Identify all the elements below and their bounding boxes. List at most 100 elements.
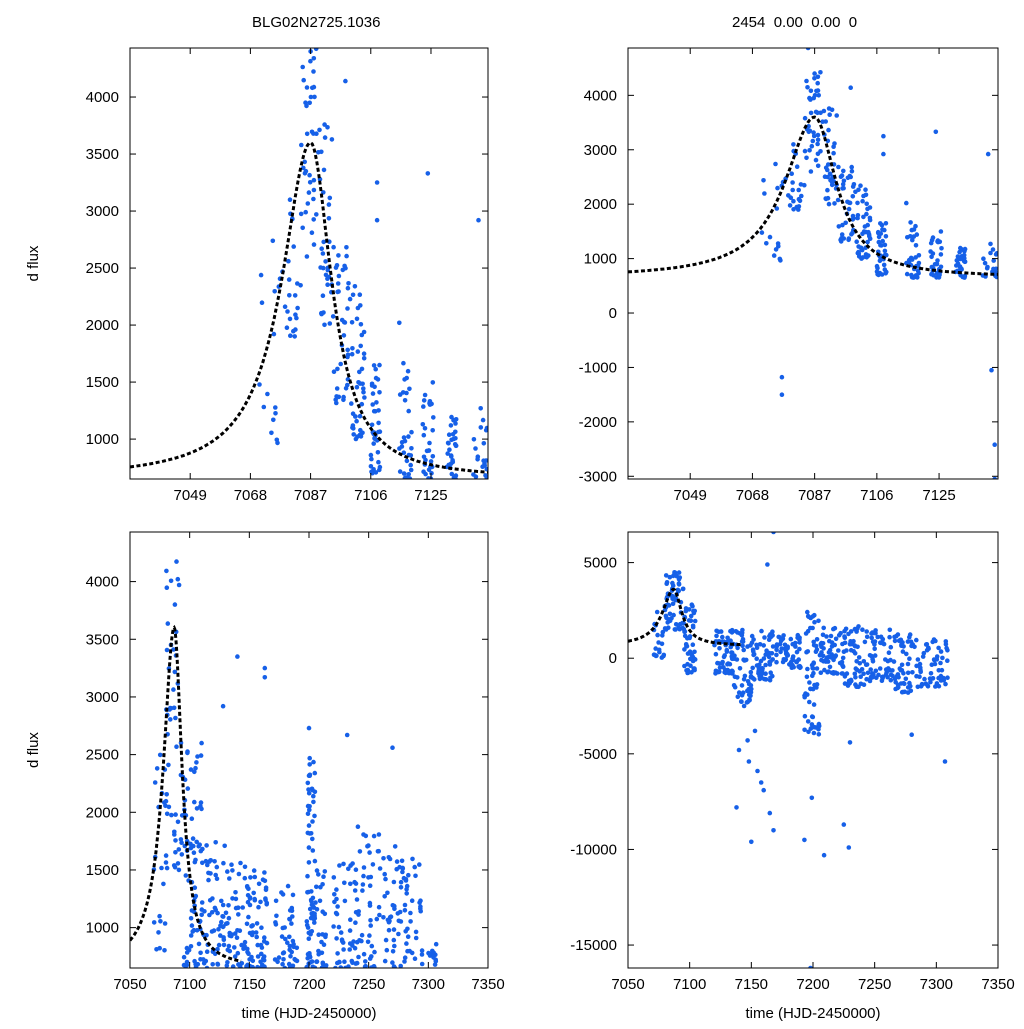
data-point (336, 253, 341, 258)
data-point (323, 272, 329, 278)
data-point (449, 471, 455, 477)
data-point (372, 436, 377, 441)
data-point (836, 648, 841, 653)
data-point (879, 243, 884, 248)
data-point (409, 898, 415, 903)
data-point (924, 647, 930, 653)
data-point (192, 859, 198, 865)
data-point (323, 259, 328, 264)
data-point (473, 446, 478, 451)
data-point (191, 850, 197, 855)
data-point (840, 222, 845, 228)
data-point (281, 957, 286, 962)
data-point (319, 950, 325, 956)
data-point (287, 197, 293, 202)
data-point (825, 174, 830, 180)
data-point (445, 451, 451, 456)
x-tick-label: 7100 (173, 976, 206, 993)
data-point (821, 108, 827, 114)
data-point (779, 392, 785, 398)
data-point (402, 959, 407, 964)
data-point (985, 264, 990, 270)
data-point (664, 615, 669, 621)
data-point (152, 780, 158, 785)
data-point (884, 252, 889, 258)
x-axis-label: time (HJD-2450000) (745, 1005, 880, 1022)
data-point (919, 681, 925, 687)
data-point (670, 601, 676, 606)
data-point (357, 369, 362, 375)
data-point (200, 860, 205, 866)
x-axis-label: time (HJD-2450000) (241, 1005, 376, 1022)
data-point (810, 138, 816, 144)
data-point (312, 911, 317, 916)
data-point (873, 668, 879, 674)
data-point (683, 608, 689, 614)
data-point (391, 927, 397, 932)
data-point (796, 207, 801, 212)
data-point (869, 653, 874, 659)
data-point (818, 670, 824, 675)
x-tick-label: 7087 (798, 487, 831, 504)
data-point (311, 196, 316, 202)
data-point (164, 865, 170, 871)
data-point (229, 862, 234, 867)
data-point (248, 875, 253, 880)
data-point (448, 423, 454, 428)
data-point (355, 349, 361, 354)
data-point (887, 627, 893, 633)
data-point (749, 633, 755, 639)
data-point (305, 873, 310, 879)
data-point (157, 913, 162, 919)
data-point (413, 935, 419, 941)
data-point (770, 633, 775, 638)
data-point (863, 662, 869, 667)
data-point (814, 88, 819, 94)
x-tick-label: 7068 (234, 487, 267, 504)
data-point (905, 661, 911, 667)
data-point (386, 927, 392, 933)
data-point (480, 464, 485, 470)
data-point (310, 895, 316, 901)
data-point (802, 148, 808, 154)
data-point (812, 76, 817, 81)
x-tick-label: 7049 (174, 487, 207, 504)
data-point (343, 965, 348, 968)
data-point (738, 699, 744, 704)
data-point (839, 671, 845, 676)
data-point (335, 951, 340, 956)
data-point (345, 306, 350, 311)
data-point (716, 629, 721, 635)
data-point (270, 238, 276, 244)
data-point (357, 381, 363, 386)
data-point (910, 237, 915, 243)
data-point (322, 322, 327, 328)
data-point (895, 672, 901, 677)
data-point (311, 69, 316, 74)
data-point (762, 635, 767, 640)
data-point (874, 675, 879, 680)
data-point (823, 165, 829, 170)
data-point (877, 666, 883, 671)
data-point (917, 661, 923, 667)
data-point (367, 850, 372, 855)
data-point (181, 954, 187, 960)
data-point (342, 263, 347, 269)
data-point (205, 862, 210, 868)
data-point (303, 209, 309, 215)
data-point (774, 642, 780, 647)
data-point (361, 390, 366, 395)
data-point (333, 965, 338, 968)
data-point (480, 417, 486, 423)
data-point (938, 252, 944, 257)
data-point (739, 632, 745, 638)
data-point (337, 959, 342, 965)
data-point (368, 918, 373, 923)
data-point (846, 236, 852, 241)
data-point (736, 747, 742, 753)
data-point (298, 211, 304, 217)
data-point (424, 448, 430, 454)
data-point (740, 643, 745, 649)
data-point (907, 635, 912, 640)
data-point (404, 886, 409, 892)
